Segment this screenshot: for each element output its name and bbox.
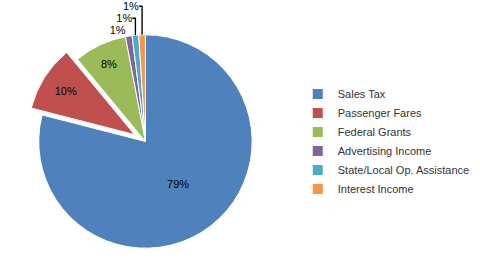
- svg-text:Interest Income: Interest Income: [338, 183, 414, 195]
- svg-text:79%: 79%: [167, 178, 189, 190]
- svg-text:Passenger Fares: Passenger Fares: [338, 107, 422, 119]
- svg-text:Advertising Income: Advertising Income: [338, 145, 432, 157]
- svg-text:Sales Tax: Sales Tax: [338, 88, 386, 100]
- svg-text:Federal Grants: Federal Grants: [338, 126, 412, 138]
- svg-text:State/Local Op. Assistance: State/Local Op. Assistance: [338, 164, 469, 176]
- svg-text:1%: 1%: [123, 0, 139, 12]
- svg-text:1%: 1%: [110, 24, 126, 36]
- svg-text:8%: 8%: [101, 58, 117, 70]
- svg-text:10%: 10%: [55, 85, 77, 97]
- svg-text:1%: 1%: [116, 12, 132, 24]
